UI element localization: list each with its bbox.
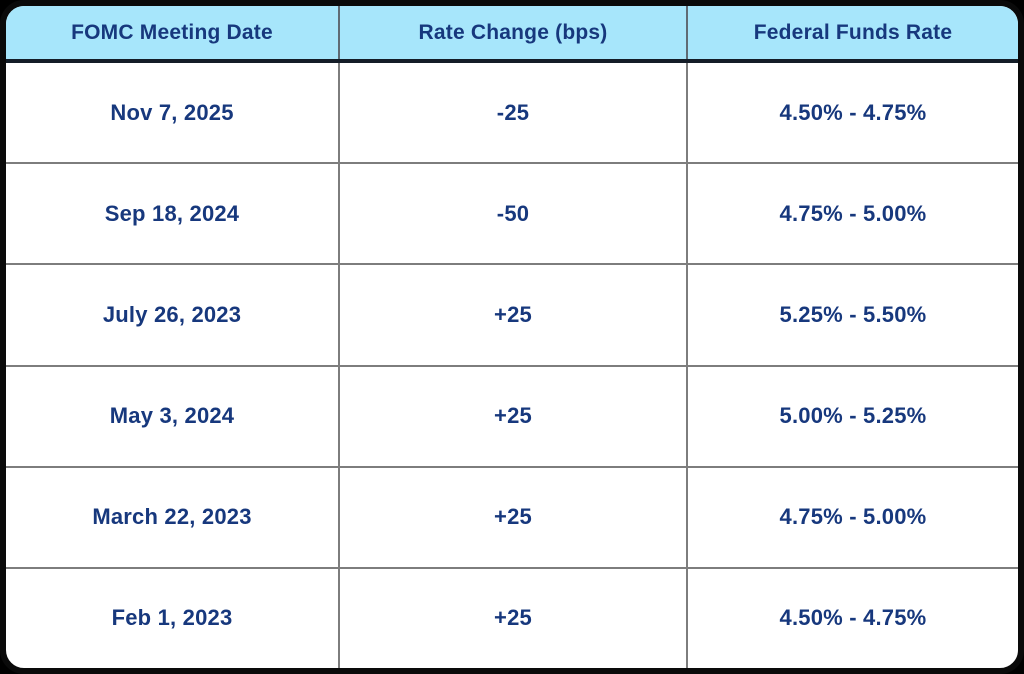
header-cell-federal-funds-rate: Federal Funds Rate <box>753 20 953 44</box>
cell-meeting-date: July 26, 2023 <box>6 265 340 365</box>
cell-rate-change: -25 <box>340 63 688 163</box>
table-row: May 3, 2024 +25 5.00% - 5.25% <box>6 366 1018 468</box>
cell-funds-rate: 4.50% - 4.75% <box>779 99 927 125</box>
cell-rate-change: +25 <box>340 568 688 668</box>
table-row: Feb 1, 2023 +25 4.50% - 4.75% <box>6 568 1018 668</box>
cell-meeting-date: Nov 7, 2025 <box>6 63 340 163</box>
cell-meeting-date: March 22, 2023 <box>6 467 340 567</box>
table-row: Sep 18, 2024 -50 4.75% - 5.00% <box>6 164 1018 266</box>
header-cell-rate-change: Rate Change (bps) <box>340 6 688 59</box>
table-row: March 22, 2023 +25 4.75% - 5.00% <box>6 467 1018 569</box>
cell-funds-rate: 5.25% - 5.50% <box>779 301 927 327</box>
cell-rate-change: +25 <box>340 265 688 365</box>
cell-rate-change: -50 <box>340 164 688 264</box>
cell-funds-rate: 5.00% - 5.25% <box>779 403 927 429</box>
table-row: Nov 7, 2025 -25 4.50% - 4.75% <box>6 63 1018 165</box>
cell-meeting-date: Feb 1, 2023 <box>6 568 340 668</box>
table-row: July 26, 2023 +25 5.25% - 5.50% <box>6 265 1018 367</box>
cell-funds-rate: 4.75% - 5.00% <box>779 200 927 226</box>
cell-funds-rate: 4.50% - 4.75% <box>779 605 927 631</box>
header-cell-meeting-date: FOMC Meeting Date <box>6 6 340 59</box>
table-header-row: FOMC Meeting Date Rate Change (bps) Fede… <box>6 6 1018 63</box>
cell-rate-change: +25 <box>340 366 688 466</box>
cell-meeting-date: Sep 18, 2024 <box>6 164 340 264</box>
cell-funds-rate: 4.75% - 5.00% <box>779 504 927 530</box>
cell-rate-change: +25 <box>340 467 688 567</box>
cell-meeting-date: May 3, 2024 <box>6 366 340 466</box>
